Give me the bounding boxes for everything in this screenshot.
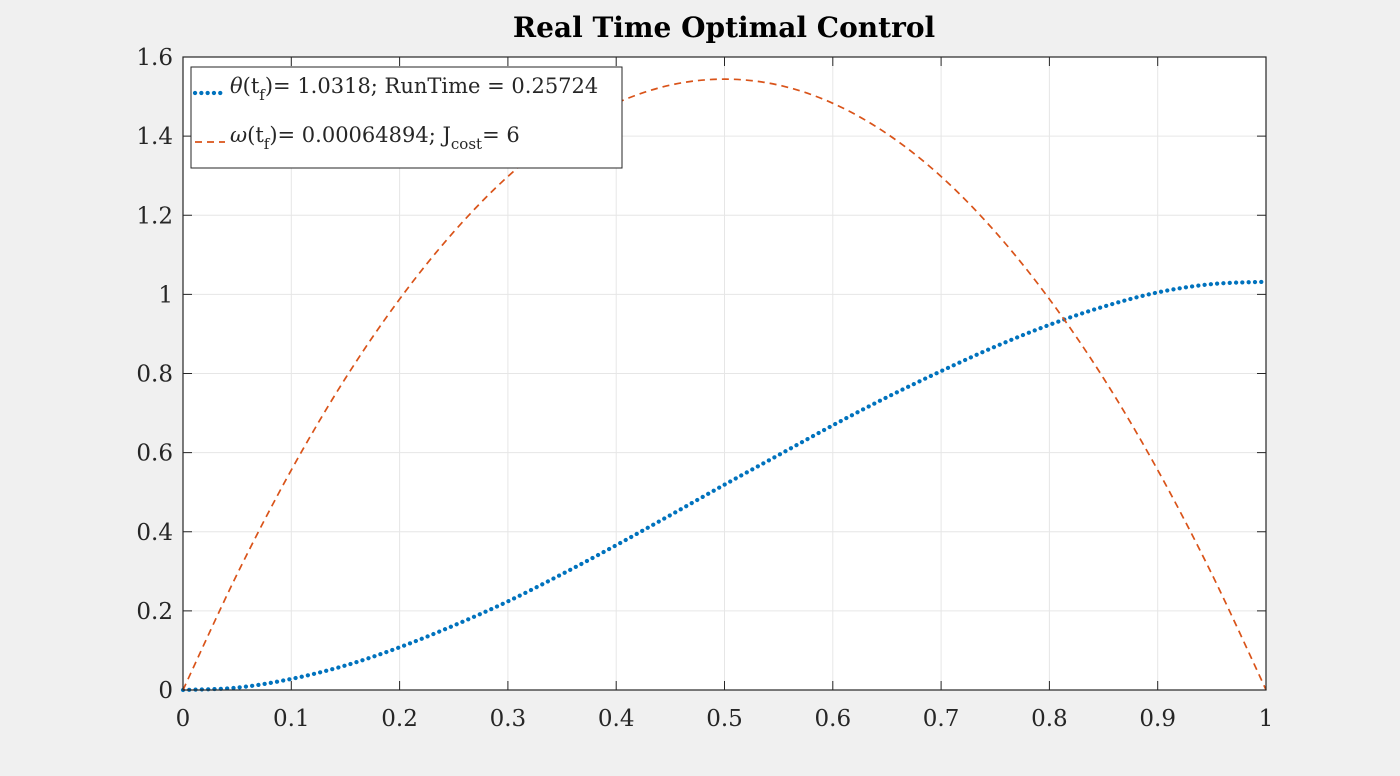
- legend-omega-sub2: cost: [451, 135, 482, 153]
- y-tick-label: 1.6: [136, 45, 173, 71]
- legend-entry-theta: θ(tf)= 1.0318; RunTime = 0.25724: [230, 74, 598, 104]
- legend-omega-mid: )= 0.00064894; J: [269, 123, 451, 147]
- legend-theta-paren: (t: [243, 74, 260, 98]
- legend-theta-sub: f: [259, 86, 266, 104]
- x-tick-label: 0.8: [1031, 706, 1068, 732]
- y-tick-label: 1.2: [136, 203, 173, 229]
- chart-title: Real Time Optimal Control: [513, 11, 935, 44]
- ticks: [182, 56, 1267, 691]
- y-tick-label: 0.6: [136, 441, 173, 467]
- legend-entry-omega: ω(tf)= 0.00064894; Jcost= 6: [230, 123, 520, 153]
- x-tick-label: 0: [176, 706, 191, 732]
- x-tick-label: 0.1: [273, 706, 310, 732]
- legend-omega-sub: f: [264, 135, 271, 153]
- legend-box: [190, 66, 623, 169]
- theta-symbol: θ: [230, 74, 243, 98]
- y-tick-label: 0.2: [136, 599, 173, 625]
- legend-omega-rest: = 6: [482, 123, 520, 147]
- series-line-omega: [182, 78, 1267, 691]
- y-tick-label: 0.4: [136, 520, 173, 546]
- legend: θ(tf)= 1.0318; RunTime = 0.25724 ω(tf)= …: [190, 66, 623, 169]
- y-tick-label: 0.8: [136, 362, 173, 388]
- x-tick-label: 0.3: [490, 706, 527, 732]
- x-tick-label: 0.2: [381, 706, 418, 732]
- x-tick-label: 1: [1259, 706, 1274, 732]
- y-tick-label: 1.4: [136, 124, 173, 150]
- x-tick-label: 0.4: [598, 706, 635, 732]
- legend-theta-rest: )= 1.0318; RunTime = 0.25724: [265, 74, 598, 98]
- series-line-theta: [180, 279, 1269, 693]
- series-layer: [180, 78, 1269, 693]
- omega-symbol: ω: [230, 123, 247, 147]
- x-tick-label: 0.6: [815, 706, 852, 732]
- y-tick-label: 0: [158, 678, 173, 704]
- tick-labels: 0 0.1 0.2 0.3 0.4 0.5 0.6 0.7 0.8 0.9 1 0 0.2 0.4 0.6 0…: [136, 45, 1273, 732]
- x-tick-label: 0.7: [923, 706, 960, 732]
- x-tick-label: 0.5: [706, 706, 743, 732]
- legend-omega-paren: (t: [247, 123, 264, 147]
- x-tick-label: 0.9: [1139, 706, 1176, 732]
- y-tick-label: 1: [158, 282, 173, 308]
